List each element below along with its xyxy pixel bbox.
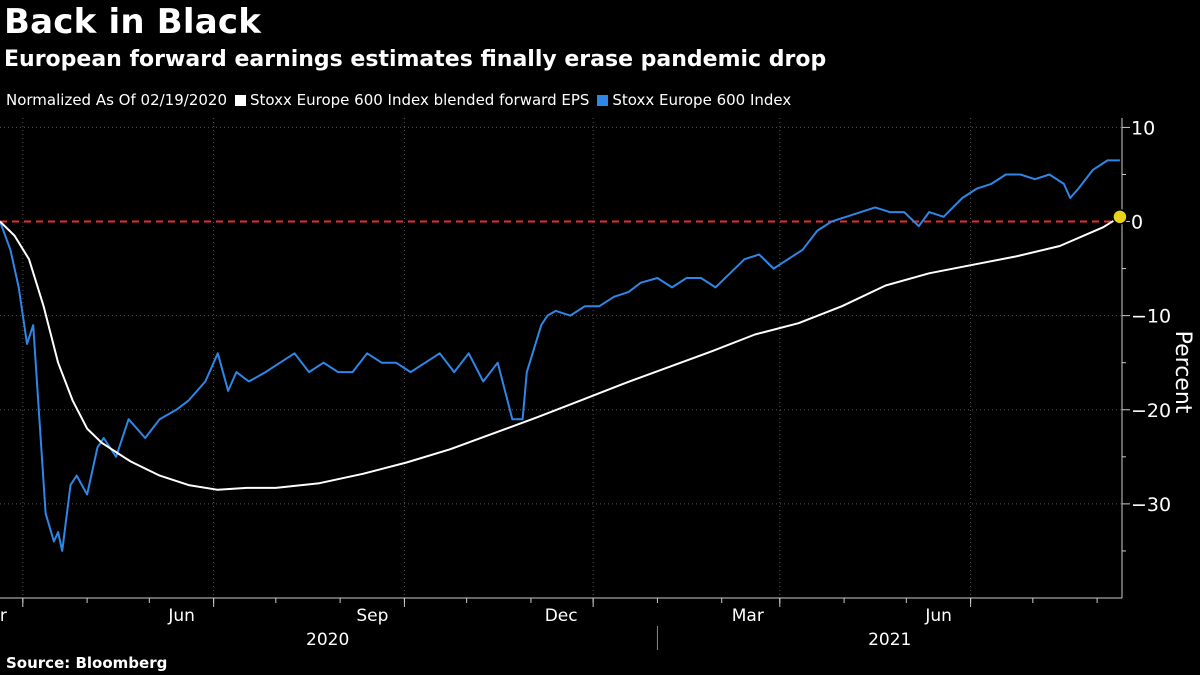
x-tick-label: Mar [0, 606, 7, 626]
chart-subtitle: European forward earnings estimates fina… [4, 47, 827, 72]
y-tick-label: −20 [1131, 400, 1171, 422]
legend-note: Normalized As Of 02/19/2020 [6, 91, 227, 109]
legend-swatch-eps [235, 94, 246, 106]
y-tick-label: 0 [1131, 212, 1143, 234]
highlight-marker [1112, 209, 1128, 225]
y-axis-label: Percent [1170, 331, 1195, 414]
legend-item-eps: Stoxx Europe 600 Index blended forward E… [235, 91, 589, 109]
series-line-index [0, 159, 1120, 552]
legend-item-index: Stoxx Europe 600 Index [597, 91, 791, 109]
legend-label-eps: Stoxx Europe 600 Index blended forward E… [250, 91, 590, 109]
x-tick-label: Jun [924, 606, 952, 626]
x-year-label: 2020 [306, 630, 349, 650]
legend-label-index: Stoxx Europe 600 Index [612, 91, 792, 109]
x-year-label: 2021 [868, 630, 911, 650]
chart-title: Back in Black [4, 2, 262, 42]
x-tick-label: Sep [356, 606, 388, 626]
x-tick-label: Dec [545, 606, 578, 626]
x-tick-label: Mar [732, 606, 764, 626]
legend-swatch-index [597, 94, 609, 106]
y-tick-label: −10 [1131, 306, 1171, 328]
y-tick-label: −30 [1131, 494, 1171, 516]
source-note: Source: Bloomberg [6, 654, 168, 672]
x-tick-label: Jun [167, 606, 195, 626]
legend: Normalized As Of 02/19/2020 Stoxx Europe… [6, 91, 799, 109]
y-tick-label: 10 [1131, 117, 1155, 139]
series-line-eps [0, 215, 1121, 491]
